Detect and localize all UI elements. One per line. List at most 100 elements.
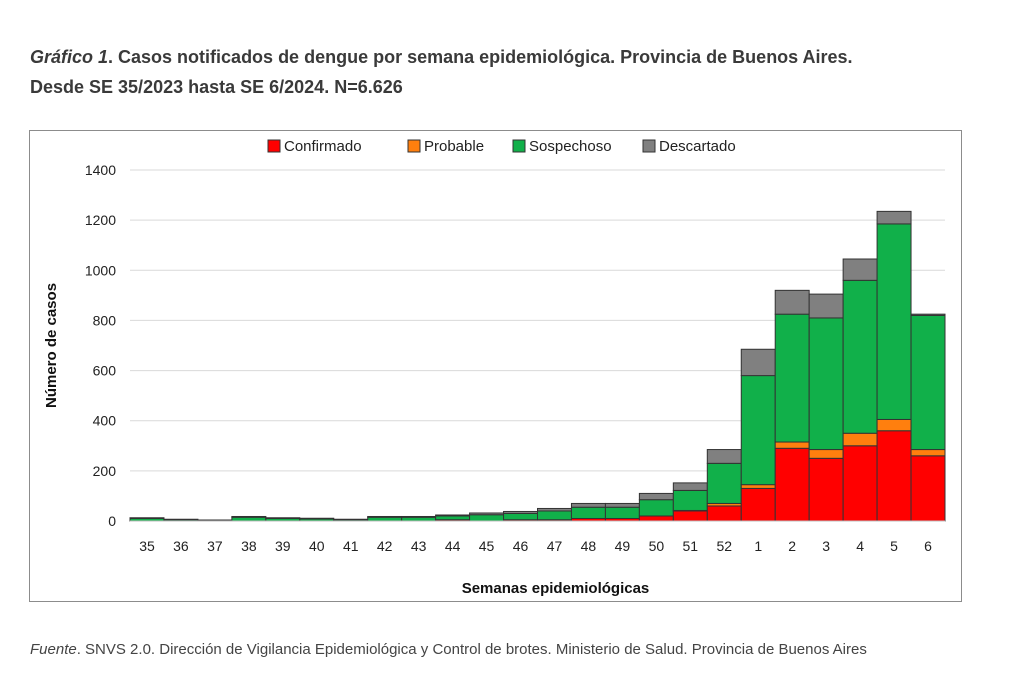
bar-segment	[808, 457, 844, 522]
x-tick-label: 4	[856, 538, 864, 554]
bar-segment	[333, 518, 369, 521]
bar-segment	[910, 313, 946, 316]
bar-segment	[808, 293, 844, 319]
y-tick-label: 0	[108, 513, 116, 529]
bar-segment	[231, 516, 267, 522]
bar-segment	[876, 418, 912, 432]
bar-segment	[774, 313, 810, 443]
bar-segment	[638, 492, 674, 501]
bar-segment	[910, 455, 946, 522]
bar-segment	[503, 512, 538, 521]
y-tick-label: 1200	[85, 212, 116, 228]
bar-segment	[740, 484, 776, 489]
bar-segment	[503, 510, 538, 514]
y-tick-label: 600	[93, 363, 117, 379]
legend-swatch	[642, 139, 656, 153]
legend-label: Probable	[424, 138, 484, 155]
x-tick-label: 3	[822, 538, 830, 554]
x-tick-label: 41	[343, 538, 359, 554]
x-tick-label: 44	[445, 538, 461, 554]
bar-segment	[672, 510, 708, 522]
x-tick-label: 38	[241, 538, 257, 554]
bar-segment	[367, 515, 403, 518]
bar-segment	[740, 375, 776, 486]
bar-segment	[537, 507, 572, 512]
bar-segment	[672, 482, 708, 491]
x-axis-title: Semanas epidemiológicas	[462, 580, 650, 597]
chart-title: Gráfico 1. Casos notificados de dengue p…	[30, 42, 990, 102]
x-tick-label: 35	[139, 538, 155, 554]
source-label: Fuente	[30, 641, 77, 658]
bar-segment	[706, 449, 742, 464]
bar-segment	[570, 502, 606, 508]
bar-segment	[740, 487, 776, 522]
bar-segment	[638, 515, 674, 522]
bar-segment	[265, 517, 301, 519]
x-tick-label: 47	[547, 538, 563, 554]
bar-segment	[842, 279, 878, 434]
title-text: . Casos notificados de dengue por semana…	[108, 47, 853, 67]
title-figure-label: Gráfico 1	[30, 47, 109, 67]
source-note: Fuente. SNVS 2.0. Dirección de Vigilanci…	[30, 641, 867, 658]
title-line-2: Desde SE 35/2023 hasta SE 6/2024. N=6.62…	[30, 77, 403, 97]
bar-segment	[129, 517, 165, 519]
bar-segment	[604, 506, 640, 519]
bar-segment	[435, 514, 471, 517]
x-tick-label: 48	[581, 538, 597, 554]
title-line-1: Gráfico 1. Casos notificados de dengue p…	[30, 42, 990, 72]
x-tick-label: 43	[411, 538, 427, 554]
bar-segment	[537, 510, 572, 521]
legend-swatch	[512, 139, 526, 153]
bar-segment	[435, 515, 471, 521]
bar-segment	[842, 258, 878, 281]
bar-segment	[876, 430, 912, 522]
x-tick-label: 1	[754, 538, 762, 554]
source-text: . SNVS 2.0. Dirección de Vigilancia Epid…	[76, 641, 867, 658]
bar-segment	[774, 447, 810, 522]
bar-segment	[604, 502, 640, 508]
y-axis-title: Número de casos	[43, 283, 60, 408]
x-tick-label: 51	[683, 538, 699, 554]
bar-segment	[638, 499, 674, 517]
legend-swatch	[267, 139, 281, 153]
x-tick-label: 39	[275, 538, 291, 554]
bar-segment	[910, 449, 946, 457]
bar-segment	[367, 516, 403, 522]
bar-segment	[401, 515, 437, 518]
x-tick-label: 36	[173, 538, 189, 554]
x-tick-label: 40	[309, 538, 325, 554]
bar-segment	[876, 223, 912, 420]
bar-segment	[808, 449, 844, 459]
bar-segment	[231, 515, 267, 518]
bar-segment	[570, 506, 606, 519]
bar-segment	[469, 512, 505, 516]
bar-segment	[706, 462, 742, 504]
bar-segment	[401, 516, 437, 522]
bar-segment	[876, 210, 912, 225]
bar-segment	[469, 514, 505, 522]
x-tick-label: 52	[716, 538, 732, 554]
x-tick-label: 42	[377, 538, 393, 554]
x-tick-label: 2	[788, 538, 796, 554]
bar-segment	[706, 505, 742, 522]
y-tick-label: 200	[93, 463, 117, 479]
x-tick-label: 5	[890, 538, 898, 554]
legend-label: Descartado	[659, 138, 736, 155]
bar-segment	[163, 518, 199, 521]
bar-segment	[774, 289, 810, 315]
legend-swatch	[407, 139, 421, 153]
chart-frame: 0 200 400 600 800 1000 1200 1400 35 36 37 38 39 40 41 4…	[29, 130, 962, 602]
bar-segment	[299, 517, 335, 520]
bar-segment	[672, 489, 708, 511]
bar-segment	[740, 348, 776, 377]
bar-segment	[808, 317, 844, 451]
x-tick-label: 45	[479, 538, 495, 554]
x-tick-label: 37	[207, 538, 223, 554]
y-tick-label: 1000	[85, 262, 116, 278]
legend-label: Confirmado	[284, 138, 362, 155]
bar-segment	[842, 445, 878, 522]
y-tick-label: 1400	[85, 162, 116, 178]
x-tick-label: 50	[649, 538, 665, 554]
y-tick-label: 400	[93, 413, 117, 429]
x-tick-label: 49	[615, 538, 631, 554]
